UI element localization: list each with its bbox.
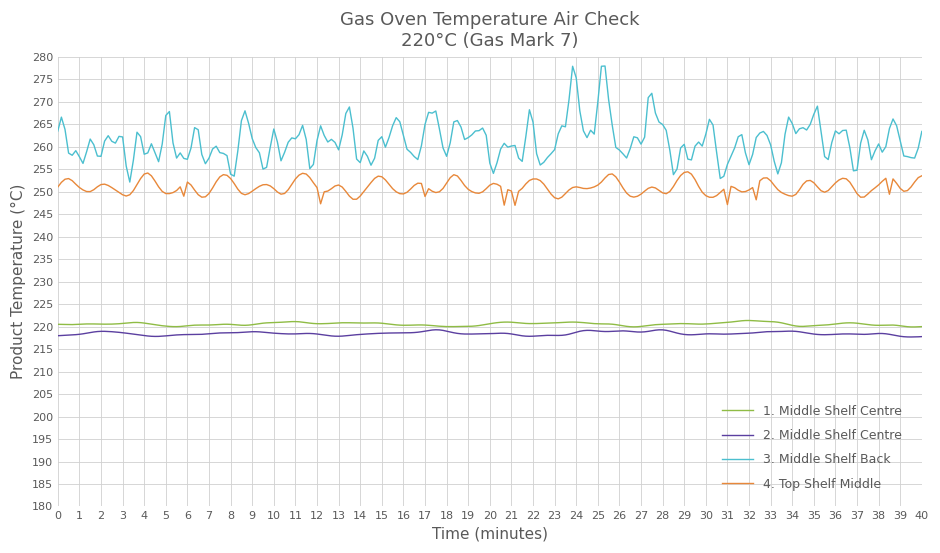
4. Top Shelf Middle [549, 195, 560, 201]
4. Top Shelf Middle [380, 176, 391, 183]
Legend: 1. Middle Shelf Centre, 2. Middle Shelf Centre, 3. Middle Shelf Back, 4. Top She: 1. Middle Shelf Centre, 2. Middle Shelf … [717, 400, 907, 495]
3. Middle Shelf Back [549, 147, 560, 153]
1. Middle Shelf Centre [744, 317, 755, 324]
1. Middle Shelf Centre [545, 320, 556, 326]
2. Middle Shelf Centre [913, 333, 924, 340]
Line: 1. Middle Shelf Centre: 1. Middle Shelf Centre [57, 321, 922, 327]
Line: 4. Top Shelf Middle: 4. Top Shelf Middle [57, 172, 922, 205]
4. Top Shelf Middle [149, 178, 161, 184]
2. Middle Shelf Centre [380, 330, 391, 336]
2. Middle Shelf Centre [693, 331, 704, 338]
1. Middle Shelf Centre [750, 317, 761, 324]
1. Middle Shelf Centre [913, 324, 924, 330]
1. Middle Shelf Centre [52, 321, 63, 327]
3. Middle Shelf Back [52, 128, 63, 134]
4. Top Shelf Middle [52, 184, 63, 190]
1. Middle Shelf Centre [916, 324, 928, 330]
X-axis label: Time (minutes): Time (minutes) [431, 527, 548, 542]
1. Middle Shelf Centre [909, 324, 920, 330]
2. Middle Shelf Centre [750, 330, 761, 336]
4. Top Shelf Middle [697, 189, 708, 196]
1. Middle Shelf Centre [380, 320, 391, 327]
Y-axis label: Product Temperature (°C): Product Temperature (°C) [11, 184, 26, 379]
3. Middle Shelf Back [153, 158, 164, 165]
4. Top Shelf Middle [916, 173, 928, 179]
3. Middle Shelf Back [384, 134, 395, 141]
3. Middle Shelf Back [697, 143, 708, 149]
1. Middle Shelf Centre [689, 321, 700, 327]
3. Middle Shelf Back [600, 62, 611, 69]
Line: 2. Middle Shelf Centre: 2. Middle Shelf Centre [57, 330, 922, 337]
4. Top Shelf Middle [754, 178, 765, 184]
2. Middle Shelf Centre [916, 333, 928, 340]
Title: Gas Oven Temperature Air Check
220°C (Gas Mark 7): Gas Oven Temperature Air Check 220°C (Ga… [340, 11, 639, 50]
2. Middle Shelf Centre [52, 332, 63, 339]
2. Middle Shelf Centre [549, 332, 560, 339]
3. Middle Shelf Back [913, 145, 924, 152]
Line: 3. Middle Shelf Back: 3. Middle Shelf Back [57, 66, 922, 182]
3. Middle Shelf Back [124, 179, 135, 185]
4. Top Shelf Middle [913, 174, 924, 181]
1. Middle Shelf Centre [149, 321, 161, 328]
2. Middle Shelf Centre [431, 326, 442, 333]
4. Top Shelf Middle [682, 169, 694, 175]
2. Middle Shelf Centre [149, 333, 161, 340]
2. Middle Shelf Centre [905, 333, 916, 340]
3. Middle Shelf Back [916, 128, 928, 135]
3. Middle Shelf Back [754, 130, 765, 137]
4. Top Shelf Middle [509, 202, 521, 208]
